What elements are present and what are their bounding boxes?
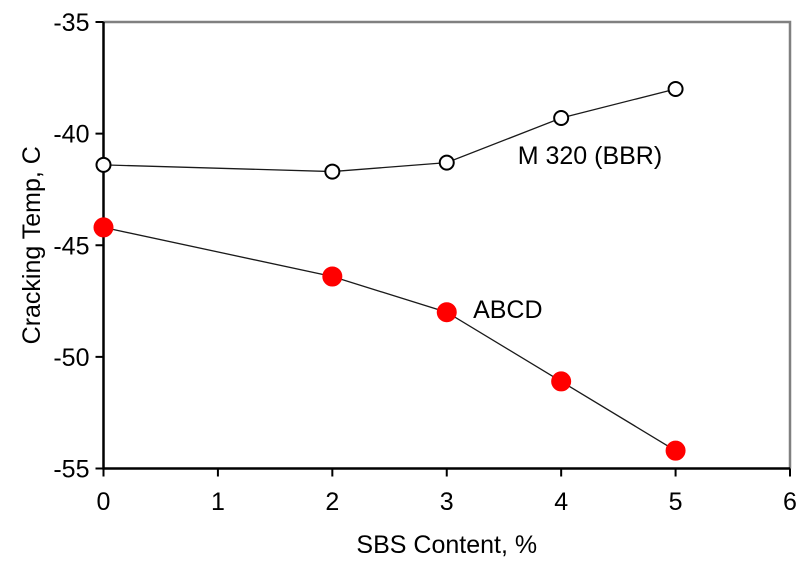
series-point-m-320-bbr: [324, 163, 341, 180]
x-axis-tick-label: 2: [325, 488, 339, 516]
series-point-m-320-bbr: [95, 156, 112, 173]
x-axis-tick-label: 1: [211, 488, 225, 516]
plot-frame-box: [103, 20, 792, 469]
y-axis-tick-label: -50: [53, 344, 89, 372]
series-line-abcd: [103, 226, 676, 452]
series-label-m-320-bbr: M 320 (BBR): [518, 142, 662, 170]
x-axis-tick-label: 4: [554, 488, 568, 516]
x-axis-tick-label: 5: [669, 488, 683, 516]
series-point-abcd: [322, 266, 343, 287]
y-axis-title: Cracking Temp, C: [18, 146, 46, 344]
axes-lines: [102, 22, 790, 470]
y-axis-tick-label: -45: [53, 232, 89, 260]
series-point-abcd: [436, 302, 457, 323]
x-axis-tick-label: 3: [440, 488, 454, 516]
series-point-m-320-bbr: [438, 154, 455, 171]
series-label-abcd: ABCD: [473, 296, 542, 324]
series-point-abcd: [551, 371, 572, 392]
series-point-m-320-bbr: [667, 80, 684, 97]
series-point-abcd: [665, 440, 686, 461]
y-axis-tick-label: -55: [53, 456, 89, 484]
series-point-m-320-bbr: [553, 109, 570, 126]
x-axis-tick-label: 6: [783, 488, 797, 516]
y-axis-tick-label: -35: [53, 9, 89, 37]
y-axis-tick-label: -40: [53, 121, 89, 149]
series-point-abcd: [93, 217, 114, 238]
x-axis-tick-label: 0: [97, 488, 111, 516]
x-axis-title: SBS Content, %: [356, 531, 537, 559]
